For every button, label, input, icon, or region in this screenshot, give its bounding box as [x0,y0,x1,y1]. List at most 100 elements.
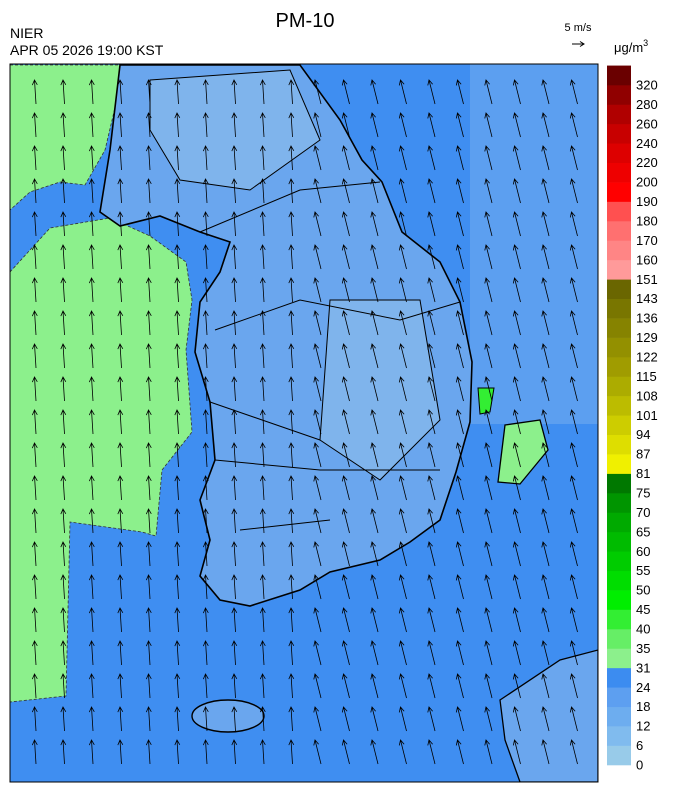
wind-arrow [117,706,124,732]
wind-arrow [60,541,67,567]
legend-swatch [607,376,631,397]
wind-arrow [427,574,436,600]
wind-arrow [145,112,152,138]
wind-arrow [541,145,550,171]
wind-arrow [231,607,238,633]
legend-label: 180 [636,214,658,229]
wind-arrow [31,409,38,435]
wind-arrow [174,310,181,336]
legend-label: 60 [636,544,650,559]
wind-arrow [427,376,436,402]
wind-arrow [202,475,209,501]
datetime: APR 05 2026 19:00 KST [10,42,164,58]
wind-arrow [541,607,550,633]
wind-arrow [117,508,124,534]
wind-arrow [259,475,266,501]
wind-arrow [370,343,379,369]
wind-arrow [145,244,152,270]
wind-arrow [88,739,95,765]
wind-arrow [370,442,379,468]
wind-arrow [341,178,350,204]
wind-arrow [174,673,181,699]
wind-arrow [231,475,238,501]
wind-arrow [202,607,209,633]
wind-arrow [370,409,379,435]
wind-arrow [145,640,152,666]
wind-arrow [145,79,152,105]
wind-arrow [174,574,181,600]
wind-arrow [512,112,521,138]
wind-arrow [231,145,238,171]
legend-swatch [607,473,631,494]
wind-arrow [174,640,181,666]
wind-arrow [288,409,295,435]
wind-arrow [288,508,295,534]
wind-arrow [117,640,124,666]
wind-arrow [313,508,322,534]
wind-arrow [88,607,95,633]
wind-arrow [512,277,521,303]
wind-arrow [60,706,67,732]
wind-arrow [512,178,521,204]
wind-arrow [88,442,95,468]
wind-arrow [370,376,379,402]
wind-arrow [484,607,493,633]
province-borders [199,181,461,531]
wind-arrow [31,574,38,600]
wind-arrow [174,442,181,468]
wind-arrow [484,475,493,501]
wind-arrow [231,277,238,303]
wind-arrow [541,739,550,765]
wind-arrow [427,244,436,270]
legend-label: 35 [636,641,650,656]
legend-label: 101 [636,408,658,423]
wind-arrow [541,79,550,105]
wind-arrow [259,310,266,336]
wind-arrow [512,706,521,732]
wind-arrow [117,541,124,567]
wind-arrow [288,706,295,732]
wind-arrow [541,574,550,600]
wind-arrow [60,640,67,666]
province-borders [149,69,441,481]
wind-arrow [174,277,181,303]
wind-arrow [259,607,266,633]
wind-arrow [117,112,124,138]
wind-arrow [145,706,152,732]
wind-arrow [231,574,238,600]
wind-arrow [370,244,379,270]
wind-arrow [427,178,436,204]
wind-arrow [370,475,379,501]
wind-arrow [259,508,266,534]
wind-arrow [455,409,464,435]
wind-arrow [398,112,407,138]
wind-arrow [88,475,95,501]
wind-arrow [88,376,95,402]
wind-arrow [341,706,350,732]
wind-arrow [202,145,209,171]
wind-arrow [174,145,181,171]
wind-arrow [202,178,209,204]
wind-arrow [370,640,379,666]
wind-arrow [541,376,550,402]
wind-arrow [484,145,493,171]
wind-arrow [117,574,124,600]
wind-arrow [259,145,266,171]
wind-arrow [145,343,152,369]
wind-arrow [117,145,124,171]
wind-arrow [145,145,152,171]
wind-arrow [259,211,266,237]
wind-arrow [202,277,209,303]
wind-arrow [174,541,181,567]
wind-arrow [398,244,407,270]
wind-arrow [231,640,238,666]
wind-arrow [174,409,181,435]
wind-arrow [341,508,350,534]
legend-swatch [607,434,631,455]
wind-arrow [88,178,95,204]
wind-arrow [398,343,407,369]
legend-swatch [607,706,631,727]
wind-arrow [455,112,464,138]
wind-arrow [88,145,95,171]
